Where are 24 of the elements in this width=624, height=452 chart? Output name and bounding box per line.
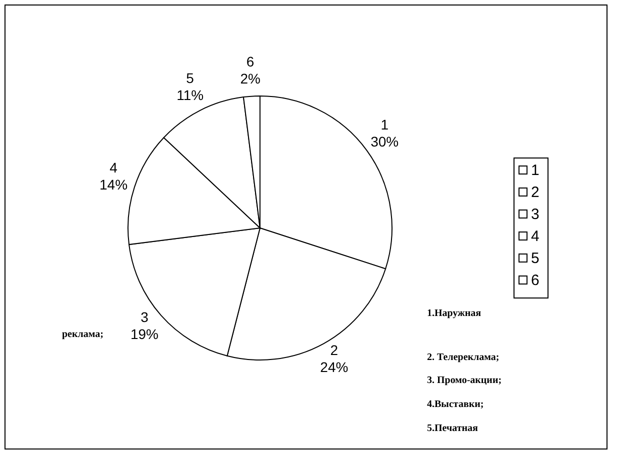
legend-label: 5 [531,250,540,267]
data-label: 19% [130,326,158,342]
data-label: 30% [370,133,399,150]
legend-label: 4 [531,228,540,245]
text: 4.Выставки; [427,399,484,410]
slice-label: 4 [110,159,118,176]
data-label: 11% [176,86,204,103]
text: реклама; [62,329,104,340]
data-label: 14% [100,176,128,192]
legend-label: 6 [531,272,540,289]
slice-label: 1 [380,116,389,132]
legend-label: 1 [531,162,540,179]
text: 2. Телереклама; [427,352,500,363]
text: 1.Наружная [427,308,482,319]
text: 5.Печатная [427,423,479,434]
legend-label: 2 [531,184,540,201]
slice-label: 2 [330,342,338,358]
data-label: 2% [240,70,260,86]
text: 3. Промо-акции; [427,375,502,386]
legend-label: 3 [531,206,540,223]
slice-label: 3 [140,308,149,325]
slice-label: 5 [186,70,194,86]
slice-label: 6 [246,53,254,70]
data-label: 24% [320,358,348,375]
